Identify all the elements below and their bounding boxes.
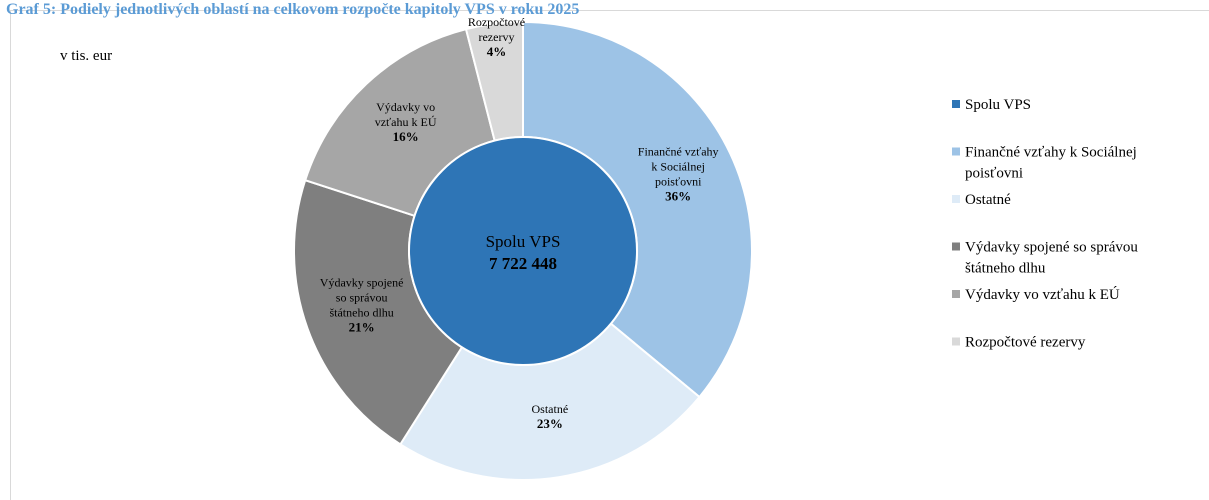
segment-value-label: 4% [487,44,507,59]
legend-label: Finančné vzťahy k Sociálnej poisťovni [965,145,1137,182]
unit-label: v tis. eur [60,48,112,64]
legend-label: Ostatné [965,192,1011,208]
segment-value-label: 36% [665,188,691,203]
legend-swatch [952,242,960,251]
legend-swatch [952,100,960,108]
segment-value-label: 16% [393,129,419,144]
legend-swatch [952,337,960,346]
segment-label: Ostatné [532,402,569,416]
legend-swatch [952,290,960,298]
legend-label: Výdavky spojené so správou štátneho dlhu [965,240,1138,277]
segment-value-label: 23% [537,416,563,431]
segment-value-label: 21% [349,320,375,335]
legend-swatch [952,147,960,156]
segment-label: Rozpočtové rezervy [468,15,525,44]
chart-frame [10,10,1209,500]
legend-label: Spolu VPS [965,97,1031,113]
segment-label: Výdavky spojené so správou štátneho dlhu [320,276,404,320]
legend-label: Výdavky vo vzťahu k EÚ [965,286,1120,303]
center-name: Spolu VPS [486,232,561,251]
segment-label: Výdavky vo vzťahu k EÚ [375,100,437,129]
legend-swatch [952,195,960,203]
center-value: 7 722 448 [489,254,557,273]
chart-title: Graf 5: Podiely jednotlivých oblastí na … [6,1,579,18]
segment-label: Finančné vzťahy k Sociálnej poisťovni [638,144,719,188]
legend-label: Rozpočtové rezervy [965,335,1086,351]
center [408,136,638,366]
